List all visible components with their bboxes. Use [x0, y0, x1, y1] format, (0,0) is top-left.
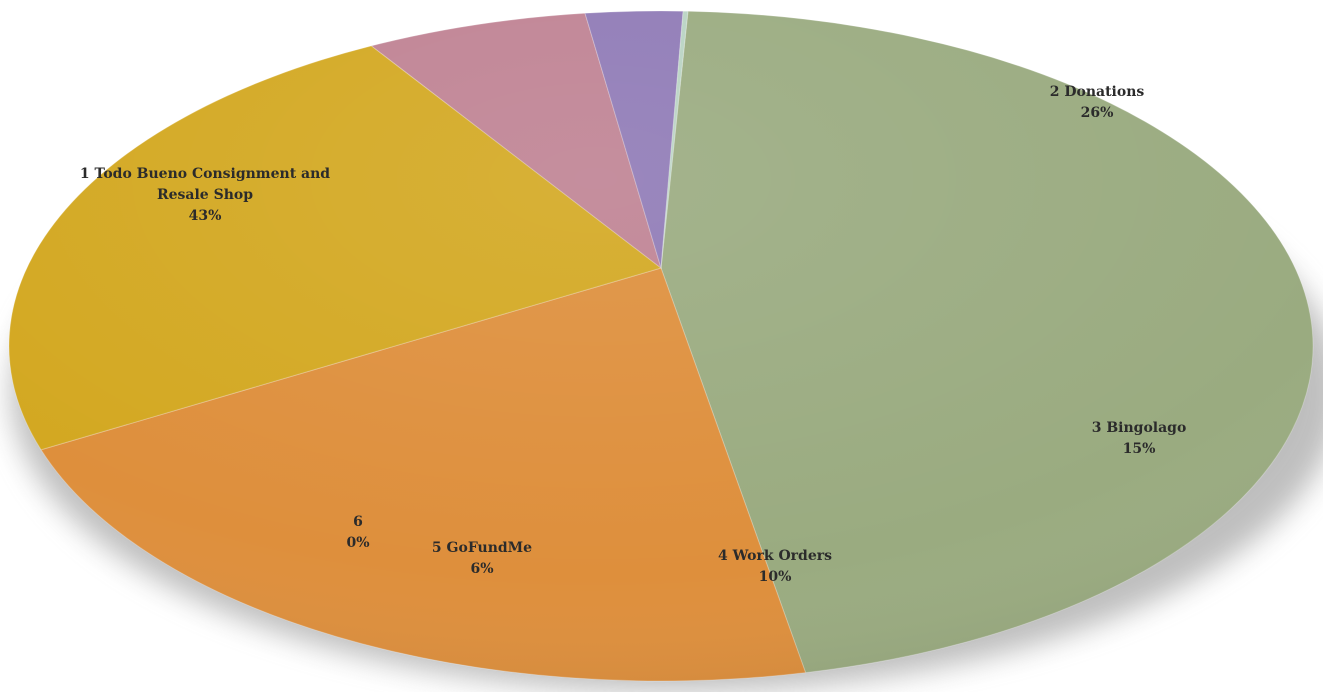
slice-label-4: 4 Work Orders 10%	[718, 548, 832, 585]
slice-name-1: Resale Shop	[157, 187, 253, 203]
pie-labels: 1 Todo Bueno Consignment and Resale Shop 4…	[80, 84, 1186, 585]
slice-name-2: 2 Donations	[1050, 84, 1145, 100]
slice-label-5: 5 GoFundMe 6%	[432, 540, 532, 577]
slice-label-3: 3 Bingolago 15%	[1092, 420, 1187, 457]
slice-label-2: 2 Donations 26%	[1050, 84, 1145, 121]
slice-percent-5: 6%	[470, 561, 493, 577]
slice-name-3: 3 Bingolago	[1092, 420, 1187, 436]
slice-name-4: 4 Work Orders	[718, 548, 832, 564]
slice-percent-2: 26%	[1081, 105, 1114, 121]
slice-label-6: 6 0%	[346, 514, 369, 551]
slice-percent-3: 15%	[1123, 441, 1156, 457]
slice-percent-6: 0%	[346, 535, 369, 551]
slice-name-5: 5 GoFundMe	[432, 540, 532, 556]
slice-percent-4: 10%	[759, 569, 792, 585]
pie-slices	[8, 10, 1314, 682]
slice-percent-1: 43%	[189, 208, 222, 224]
slice-name-1: 1 Todo Bueno Consignment and	[80, 166, 330, 182]
slice-label-1: 1 Todo Bueno Consignment and Resale Shop 4…	[80, 166, 330, 224]
slice-name-6: 6	[353, 514, 363, 530]
